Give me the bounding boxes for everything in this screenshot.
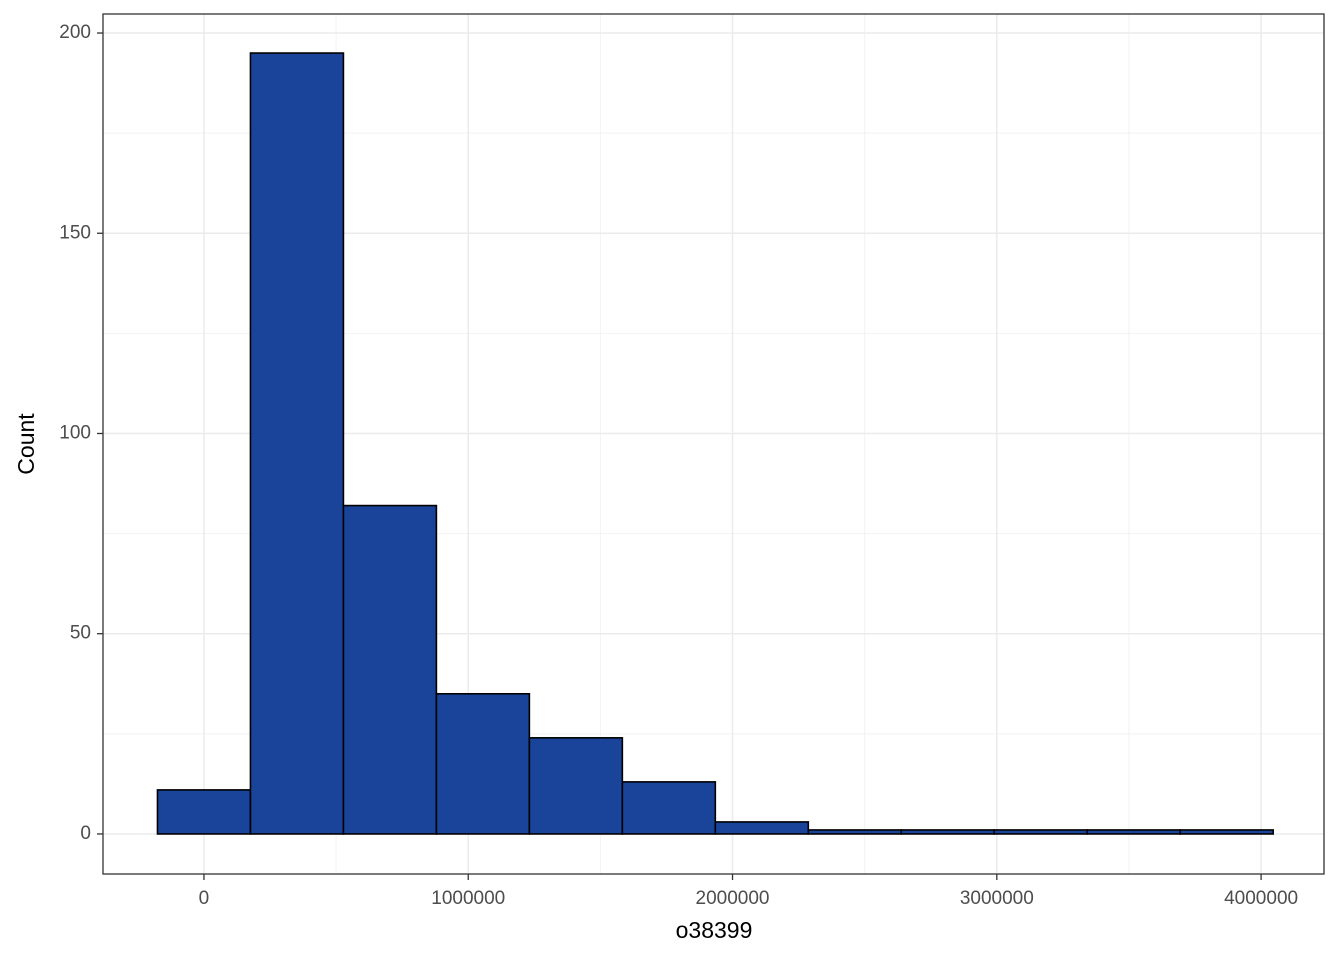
bar	[1179, 829, 1274, 835]
y-tick-label: 50	[70, 623, 91, 644]
x-tick-label: 1000000	[431, 888, 505, 909]
ticks: 0 1000000 2000000 3000000 4000000 0 50 100 150 20…	[59, 22, 1298, 909]
bars	[156, 52, 1274, 835]
bar	[621, 781, 717, 835]
bar	[156, 789, 252, 835]
x-tick-label: 3000000	[960, 888, 1034, 909]
y-tick-label: 200	[59, 22, 91, 43]
y-tick-label: 0	[80, 823, 91, 844]
x-tick-label: 0	[199, 888, 210, 909]
bar	[714, 821, 810, 835]
y-tick-label: 150	[59, 222, 91, 243]
bar	[435, 692, 531, 835]
x-tick-label: 2000000	[696, 888, 770, 909]
y-axis-title: Count	[13, 413, 39, 475]
bar	[993, 829, 1089, 835]
bar	[528, 737, 624, 835]
bar	[807, 829, 903, 835]
x-tick-label: 4000000	[1224, 888, 1298, 909]
bar	[1086, 829, 1182, 835]
panel-border	[102, 13, 1325, 875]
y-tick-label: 100	[59, 423, 91, 444]
bar	[342, 504, 438, 835]
x-axis-title: o38399	[676, 917, 753, 943]
bar	[249, 52, 345, 835]
bar	[900, 829, 996, 835]
